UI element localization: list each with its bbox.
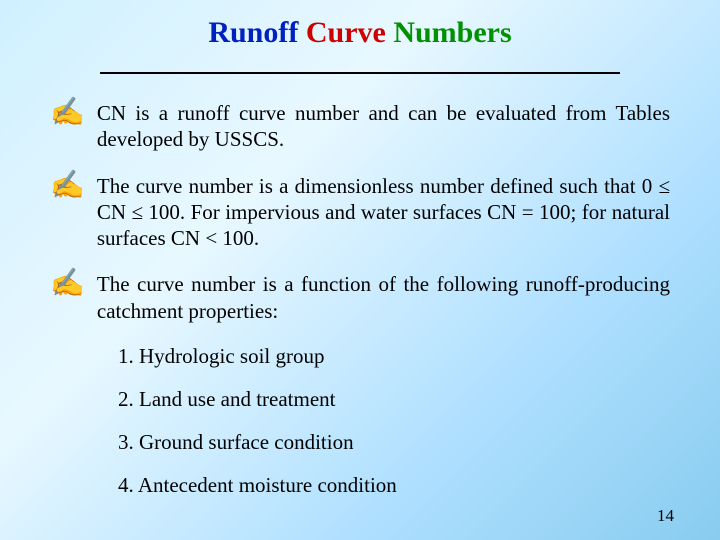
hand-icon: ✍ <box>50 171 85 199</box>
bullet-item: ✍ The curve number is a dimensionless nu… <box>50 173 670 252</box>
bullet-item: ✍ CN is a runoff curve number and can be… <box>50 100 670 153</box>
title-word-2: Curve <box>306 16 386 49</box>
list-item: 2. Land use and treatment <box>118 387 670 412</box>
title-word-3: Numbers <box>393 16 511 49</box>
hand-icon: ✍ <box>50 98 85 126</box>
hand-icon: ✍ <box>50 269 85 297</box>
title-underline <box>100 72 620 74</box>
page-number: 14 <box>657 506 674 526</box>
list-item: 4. Antecedent moisture condition <box>118 473 670 498</box>
title-text-row: Runoff Curve Numbers <box>100 18 620 48</box>
bullet-text: The curve number is a function of the fo… <box>97 271 670 324</box>
bullet-text: The curve number is a dimensionless numb… <box>97 173 670 252</box>
list-item: 1. Hydrologic soil group <box>118 344 670 369</box>
slide-container: Runoff Curve Numbers ✍ CN is a runoff cu… <box>0 0 720 540</box>
bullet-text: CN is a runoff curve number and can be e… <box>97 100 670 153</box>
slide-title: Runoff Curve Numbers <box>100 18 620 82</box>
numbered-list: 1. Hydrologic soil group 2. Land use and… <box>118 344 670 499</box>
bullet-item: ✍ The curve number is a function of the … <box>50 271 670 324</box>
title-word-1: Runoff <box>208 16 298 49</box>
list-item: 3. Ground surface condition <box>118 430 670 455</box>
